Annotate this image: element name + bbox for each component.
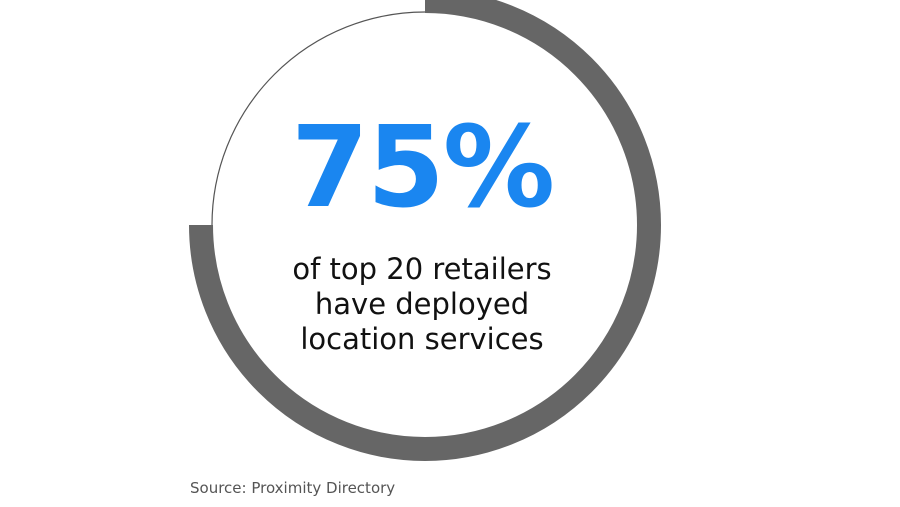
caption-line-1: of top 20 retailers [292,252,552,286]
caption-line-3: location services [300,322,544,356]
value-arc [189,0,661,461]
caption-line-2: have deployed [314,287,530,321]
stat-caption: of top 20 retailers have deployed locati… [232,252,612,357]
source-note: Source: Proximity Directory [190,479,396,497]
stat-value: 75% [290,103,555,233]
